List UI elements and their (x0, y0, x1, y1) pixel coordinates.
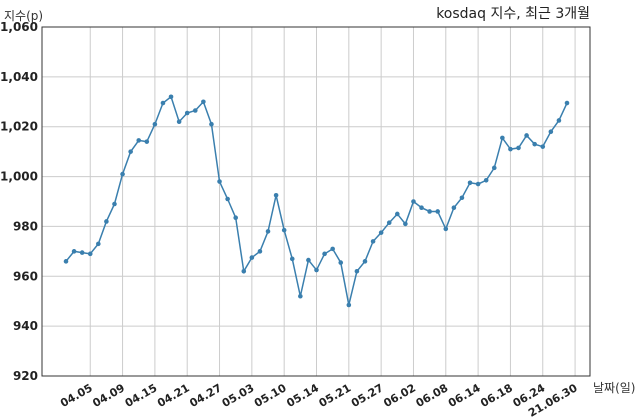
data-point (427, 209, 432, 214)
chart-title: kosdaq 지수, 최근 3개월 (436, 6, 590, 22)
y-tick-label: 920 (13, 369, 38, 383)
data-point (386, 220, 392, 225)
data-point (451, 205, 457, 211)
data-point (564, 100, 570, 106)
data-point (176, 119, 182, 125)
data-point (209, 121, 214, 127)
data-point (144, 139, 150, 144)
data-point (184, 110, 190, 116)
data-point (160, 100, 166, 106)
x-tick-label: 04.15 (123, 381, 160, 410)
data-point (330, 246, 335, 252)
series-layer (63, 94, 570, 308)
x-tick-label: 06.18 (478, 381, 515, 410)
data-point (63, 259, 69, 264)
x-tick-label: 06.02 (381, 381, 418, 410)
data-point (524, 133, 529, 138)
data-point (241, 269, 247, 274)
data-point (346, 302, 352, 308)
data-point (71, 249, 77, 254)
data-point (378, 230, 384, 235)
data-point (459, 195, 465, 201)
data-point (508, 146, 513, 152)
data-point (548, 129, 554, 134)
x-tick-label: 05.27 (349, 381, 386, 410)
data-point (443, 226, 449, 232)
y-tick-label: 980 (13, 219, 38, 233)
data-point (467, 180, 473, 186)
data-point (354, 269, 360, 274)
data-point (273, 192, 279, 198)
x-tick-label: 06.14 (446, 381, 483, 410)
y-tick-label: 1,060 (0, 20, 38, 34)
x-tick-label: 05.03 (220, 381, 257, 410)
data-point (322, 251, 327, 257)
data-point (281, 227, 287, 233)
data-point (491, 165, 497, 171)
y-axis-ticks: 920 940 960 980 1,000 1,020 1,040 1,060 (0, 20, 38, 383)
data-point (419, 205, 424, 211)
x-tick-label: 04.27 (187, 381, 224, 410)
data-point (289, 256, 295, 262)
y-tick-label: 1,000 (0, 170, 38, 184)
data-point (225, 196, 230, 202)
x-tick-label: 05.14 (284, 381, 321, 410)
data-point (233, 215, 238, 221)
data-point (120, 171, 125, 177)
y-tick-label: 1,040 (0, 70, 38, 84)
data-point (192, 108, 198, 113)
data-point (112, 201, 117, 207)
data-point (500, 135, 505, 141)
data-point (556, 118, 562, 123)
y-tick-label: 960 (13, 269, 38, 283)
data-point (168, 94, 174, 100)
data-point (475, 181, 481, 187)
x-tick-label: 04.05 (58, 381, 95, 410)
y-tick-label: 940 (13, 319, 38, 333)
data-point (403, 221, 408, 227)
data-point (87, 251, 93, 257)
data-point (249, 255, 255, 260)
y-axis-label: 지수(p) (4, 9, 43, 23)
x-tick-label: 04.09 (90, 381, 127, 410)
data-point (217, 179, 222, 184)
data-point (152, 121, 158, 127)
x-tick-label: 05.21 (317, 381, 354, 410)
data-point (136, 138, 142, 143)
data-point (540, 144, 546, 149)
data-point (483, 178, 489, 183)
grid (42, 26, 590, 377)
x-tick-label: 04.21 (155, 381, 192, 410)
x-axis-label: 날짜(일) (593, 381, 635, 395)
data-point (201, 99, 206, 105)
data-point (257, 249, 263, 254)
plot-frame (41, 26, 591, 377)
data-point (128, 149, 133, 154)
data-point (79, 250, 85, 255)
data-point (314, 267, 319, 273)
x-tick-label: 06.08 (414, 381, 451, 410)
data-point (362, 259, 368, 264)
data-point (395, 211, 400, 217)
data-point (298, 293, 303, 299)
y-tick-label: 1,020 (0, 120, 38, 134)
data-point (370, 239, 376, 244)
data-point (435, 209, 441, 214)
x-tick-label: 05.10 (252, 381, 289, 410)
data-point (265, 229, 271, 234)
data-point (411, 199, 416, 204)
data-point (104, 219, 109, 224)
data-point (338, 260, 344, 265)
x-axis-ticks: 04.0504.0904.1504.2104.2705.0305.1005.14… (58, 381, 580, 418)
data-point (532, 141, 537, 147)
data-point (306, 257, 311, 263)
data-point (96, 241, 101, 247)
data-point (516, 145, 521, 151)
